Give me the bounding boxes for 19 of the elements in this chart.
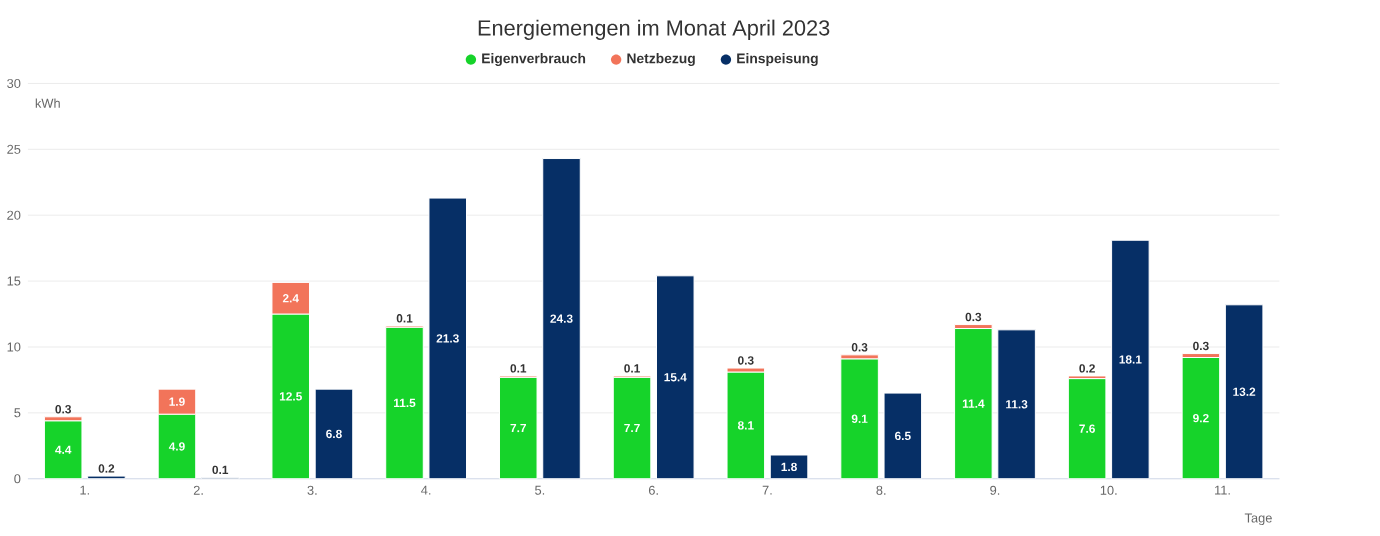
bar (542, 157, 581, 480)
bar (1111, 239, 1150, 480)
bar (1224, 304, 1264, 480)
bar (385, 326, 424, 480)
bar (769, 454, 809, 480)
bar (656, 275, 695, 480)
bar (1067, 377, 1107, 480)
bar (840, 358, 879, 480)
bar (612, 376, 652, 480)
bar (954, 327, 993, 480)
bar (428, 197, 468, 480)
bar (499, 376, 538, 480)
bar (43, 420, 83, 480)
bar (726, 371, 766, 480)
bar (1181, 356, 1221, 480)
chart-title: Energiemengen im Monat April 2023 (478, 19, 830, 40)
bar (314, 388, 354, 480)
bar (997, 329, 1036, 480)
bar (883, 392, 923, 480)
